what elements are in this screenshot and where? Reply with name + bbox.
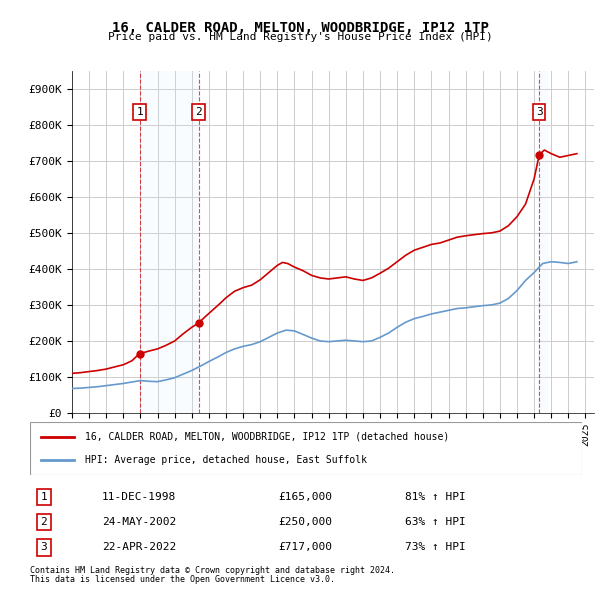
Text: 2: 2 [195,107,202,117]
Bar [140,71,199,413]
Bar [538,71,548,413]
Text: £165,000: £165,000 [278,492,332,502]
Text: 2: 2 [40,517,47,527]
Text: 81% ↑ HPI: 81% ↑ HPI [406,492,466,502]
Text: 3: 3 [536,107,542,117]
Text: 73% ↑ HPI: 73% ↑ HPI [406,542,466,552]
Text: 16, CALDER ROAD, MELTON, WOODBRIDGE, IP12 1TP (detached house): 16, CALDER ROAD, MELTON, WOODBRIDGE, IP1… [85,432,449,442]
Text: 1: 1 [40,492,47,502]
Text: 3: 3 [40,542,47,552]
Text: Contains HM Land Registry data © Crown copyright and database right 2024.: Contains HM Land Registry data © Crown c… [30,566,395,575]
Text: £717,000: £717,000 [278,542,332,552]
Text: 63% ↑ HPI: 63% ↑ HPI [406,517,466,527]
Text: 11-DEC-1998: 11-DEC-1998 [102,492,176,502]
Text: HPI: Average price, detached house, East Suffolk: HPI: Average price, detached house, East… [85,455,367,465]
Text: £250,000: £250,000 [278,517,332,527]
Text: 22-APR-2022: 22-APR-2022 [102,542,176,552]
Text: Price paid vs. HM Land Registry's House Price Index (HPI): Price paid vs. HM Land Registry's House … [107,32,493,42]
Text: 16, CALDER ROAD, MELTON, WOODBRIDGE, IP12 1TP: 16, CALDER ROAD, MELTON, WOODBRIDGE, IP1… [112,21,488,35]
Text: 1: 1 [136,107,143,117]
FancyBboxPatch shape [30,422,582,475]
Text: 24-MAY-2002: 24-MAY-2002 [102,517,176,527]
Text: This data is licensed under the Open Government Licence v3.0.: This data is licensed under the Open Gov… [30,575,335,584]
